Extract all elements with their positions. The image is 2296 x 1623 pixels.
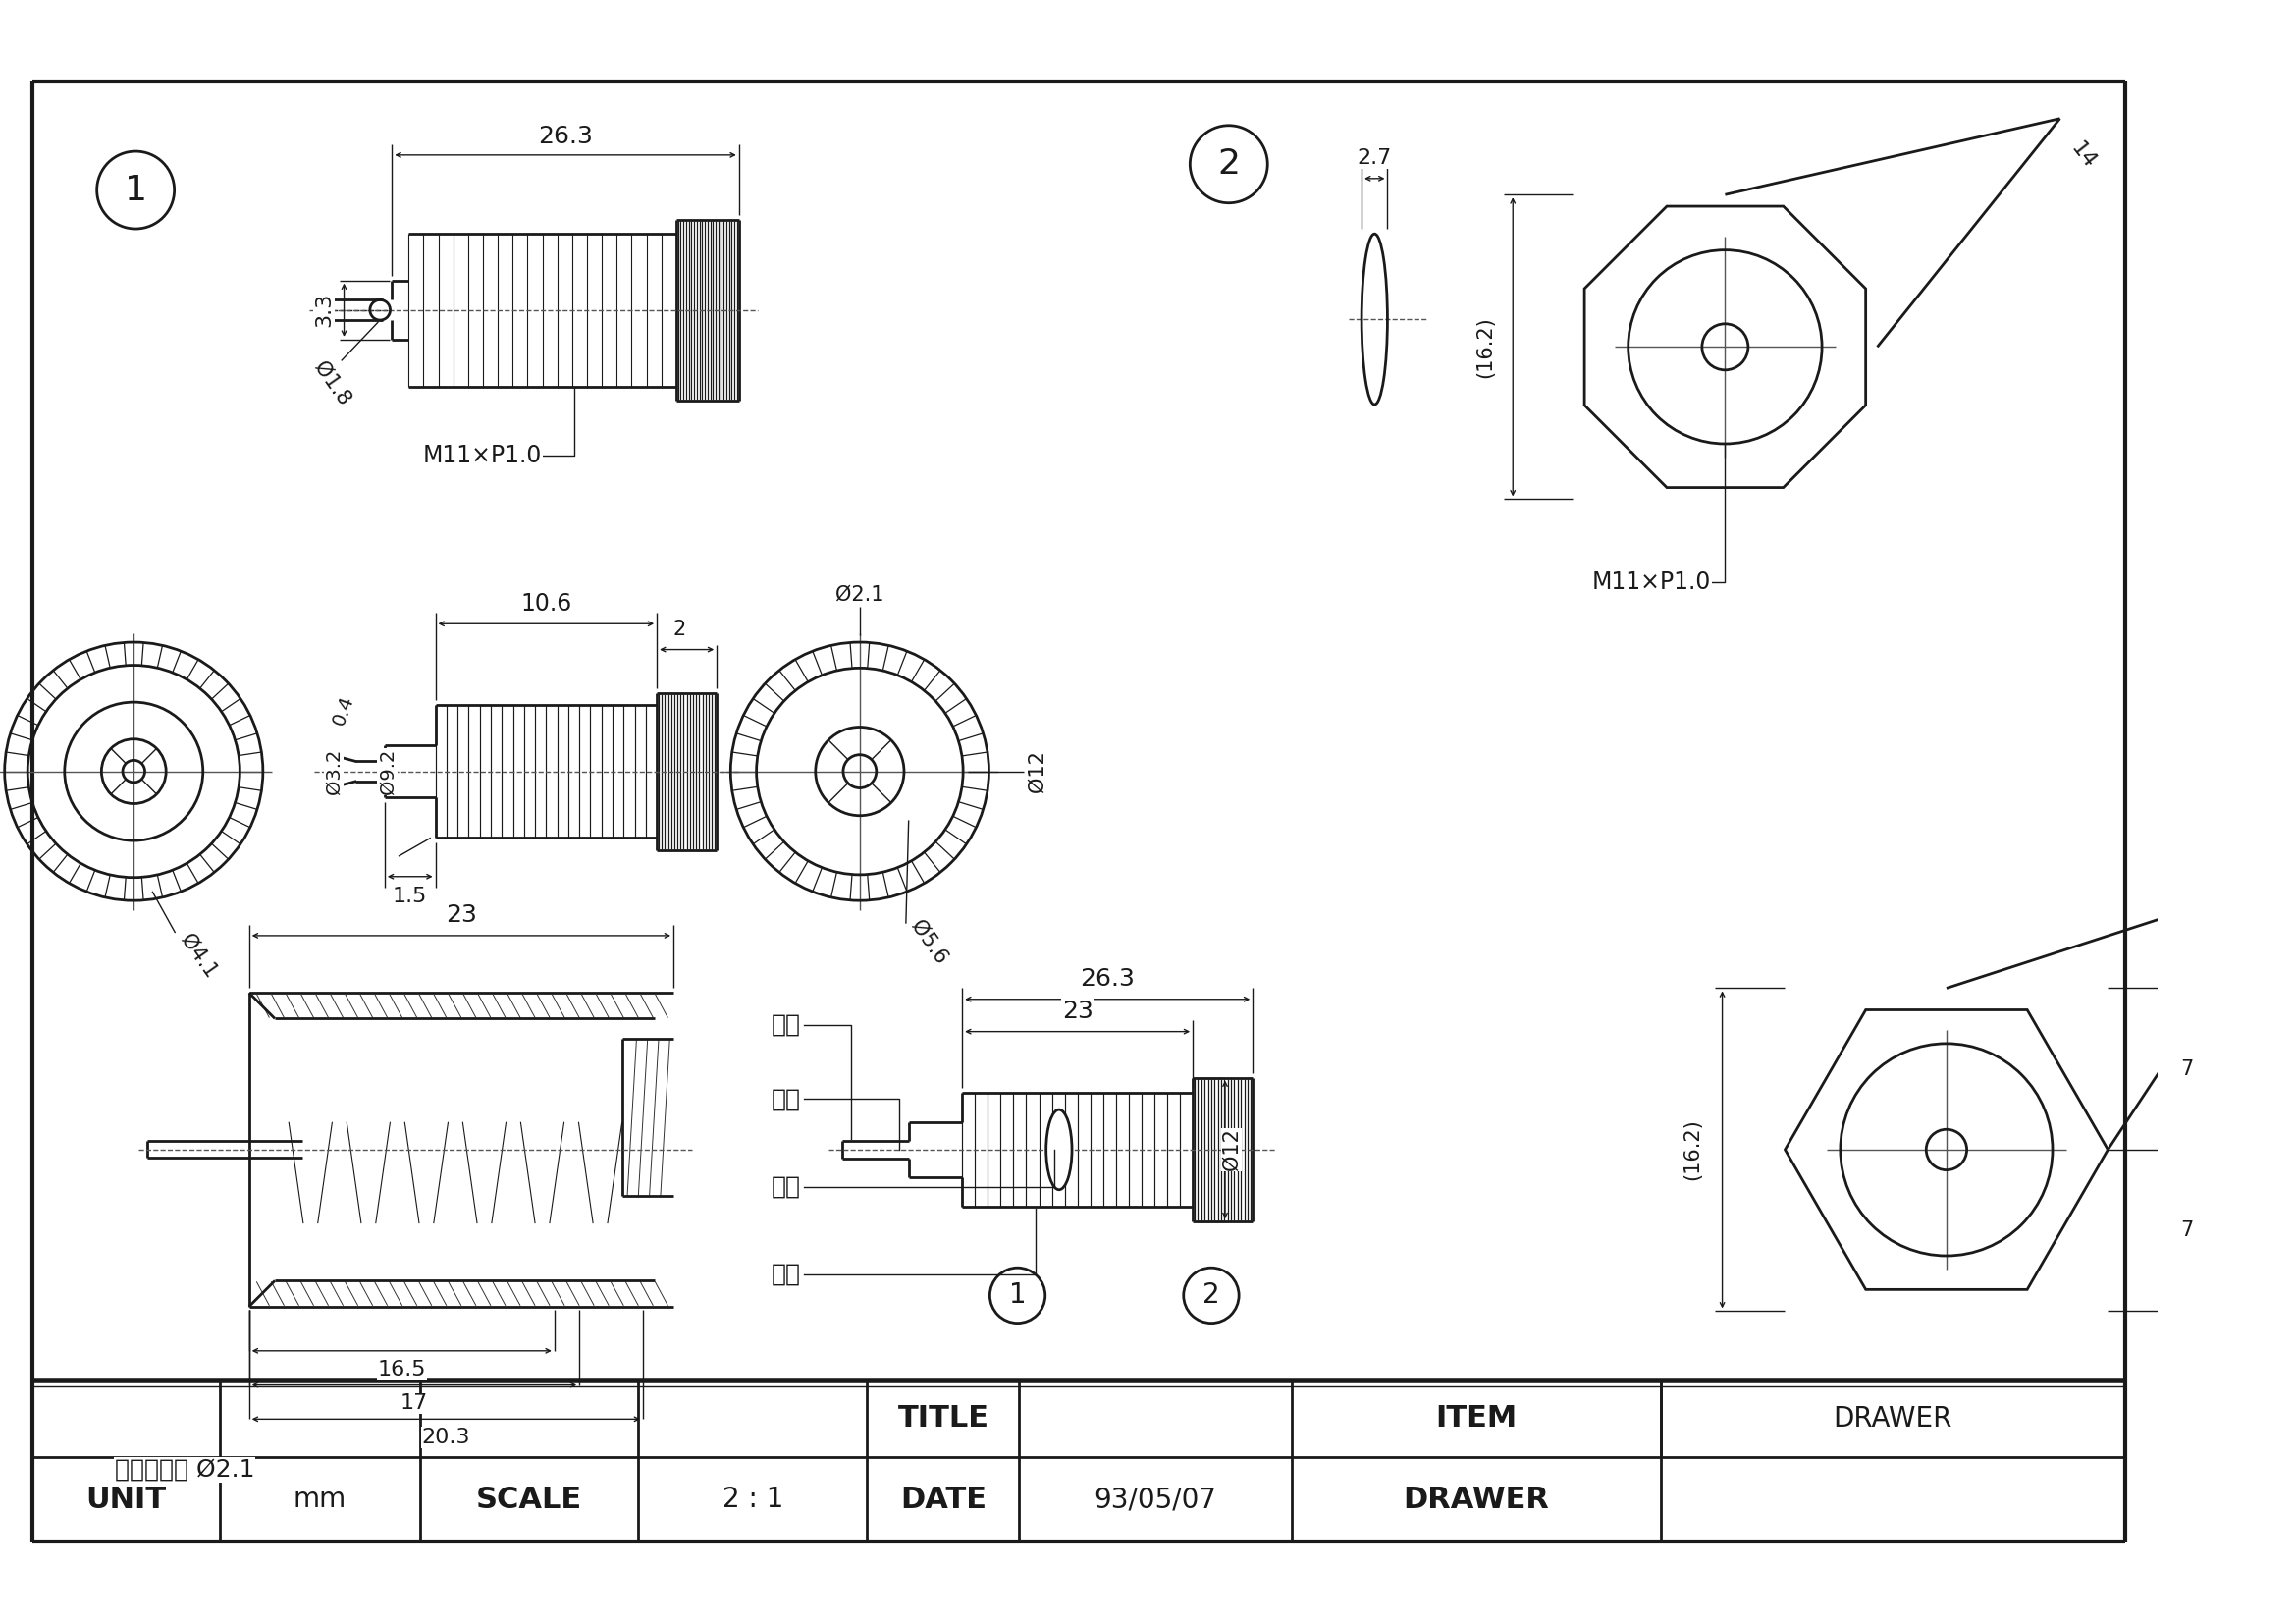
- Text: 26.3: 26.3: [1079, 967, 1134, 990]
- Text: 2: 2: [1217, 148, 1240, 180]
- Text: 中心: 中心: [771, 1087, 801, 1110]
- Text: ITEM: ITEM: [1435, 1404, 1518, 1433]
- Text: mm: mm: [294, 1485, 347, 1513]
- Text: DRAWER: DRAWER: [1403, 1485, 1550, 1514]
- Text: 0.4: 0.4: [328, 693, 358, 727]
- Text: (16.2): (16.2): [1683, 1118, 1704, 1180]
- Text: 7: 7: [2181, 1060, 2193, 1079]
- Text: 1: 1: [1008, 1282, 1026, 1310]
- Text: 絕繘: 絕繘: [771, 1175, 801, 1198]
- Text: M11×P1.0: M11×P1.0: [1591, 570, 1711, 594]
- Text: Ø5.6: Ø5.6: [907, 917, 951, 967]
- Text: UNIT: UNIT: [85, 1485, 165, 1514]
- Text: 1.5: 1.5: [393, 888, 427, 907]
- Text: 無華司中心 Ø2.1: 無華司中心 Ø2.1: [115, 1457, 255, 1482]
- Text: 7: 7: [2181, 1220, 2193, 1240]
- Text: 焊片: 焊片: [771, 1013, 801, 1037]
- Text: DATE: DATE: [900, 1485, 987, 1514]
- Text: Ø2.1: Ø2.1: [836, 584, 884, 604]
- Text: 2 : 1: 2 : 1: [723, 1485, 783, 1513]
- Text: Ø4.1: Ø4.1: [177, 930, 220, 982]
- Text: DRAWER: DRAWER: [1835, 1406, 1952, 1433]
- Text: Ø1.8: Ø1.8: [310, 359, 354, 409]
- Text: 23: 23: [445, 904, 478, 927]
- Text: 外管: 外管: [771, 1263, 801, 1285]
- Text: 2: 2: [1203, 1282, 1219, 1310]
- Text: 10.6: 10.6: [521, 592, 572, 615]
- Text: 1: 1: [124, 174, 147, 206]
- Text: TITLE: TITLE: [898, 1404, 990, 1433]
- Text: 26.3: 26.3: [537, 125, 592, 148]
- Text: 17: 17: [400, 1394, 427, 1414]
- Text: 14: 14: [2066, 138, 2099, 172]
- Text: M11×P1.0: M11×P1.0: [422, 445, 542, 467]
- Text: Ø12: Ø12: [1221, 1128, 1242, 1170]
- Text: 3.3: 3.3: [315, 292, 333, 328]
- Text: 16.5: 16.5: [377, 1360, 427, 1380]
- Ellipse shape: [1047, 1110, 1072, 1190]
- Text: 2: 2: [673, 620, 687, 639]
- Text: SCALE: SCALE: [475, 1485, 583, 1514]
- Text: Ø3.2: Ø3.2: [324, 748, 344, 794]
- Text: 2.7: 2.7: [1357, 148, 1391, 169]
- Text: (16.2): (16.2): [1476, 316, 1495, 378]
- Text: Ø9.2: Ø9.2: [379, 748, 397, 794]
- Text: 93/05/07: 93/05/07: [1095, 1485, 1217, 1513]
- Text: Ø12: Ø12: [1026, 750, 1047, 792]
- Text: 20.3: 20.3: [422, 1428, 471, 1448]
- Text: 23: 23: [1061, 1000, 1093, 1022]
